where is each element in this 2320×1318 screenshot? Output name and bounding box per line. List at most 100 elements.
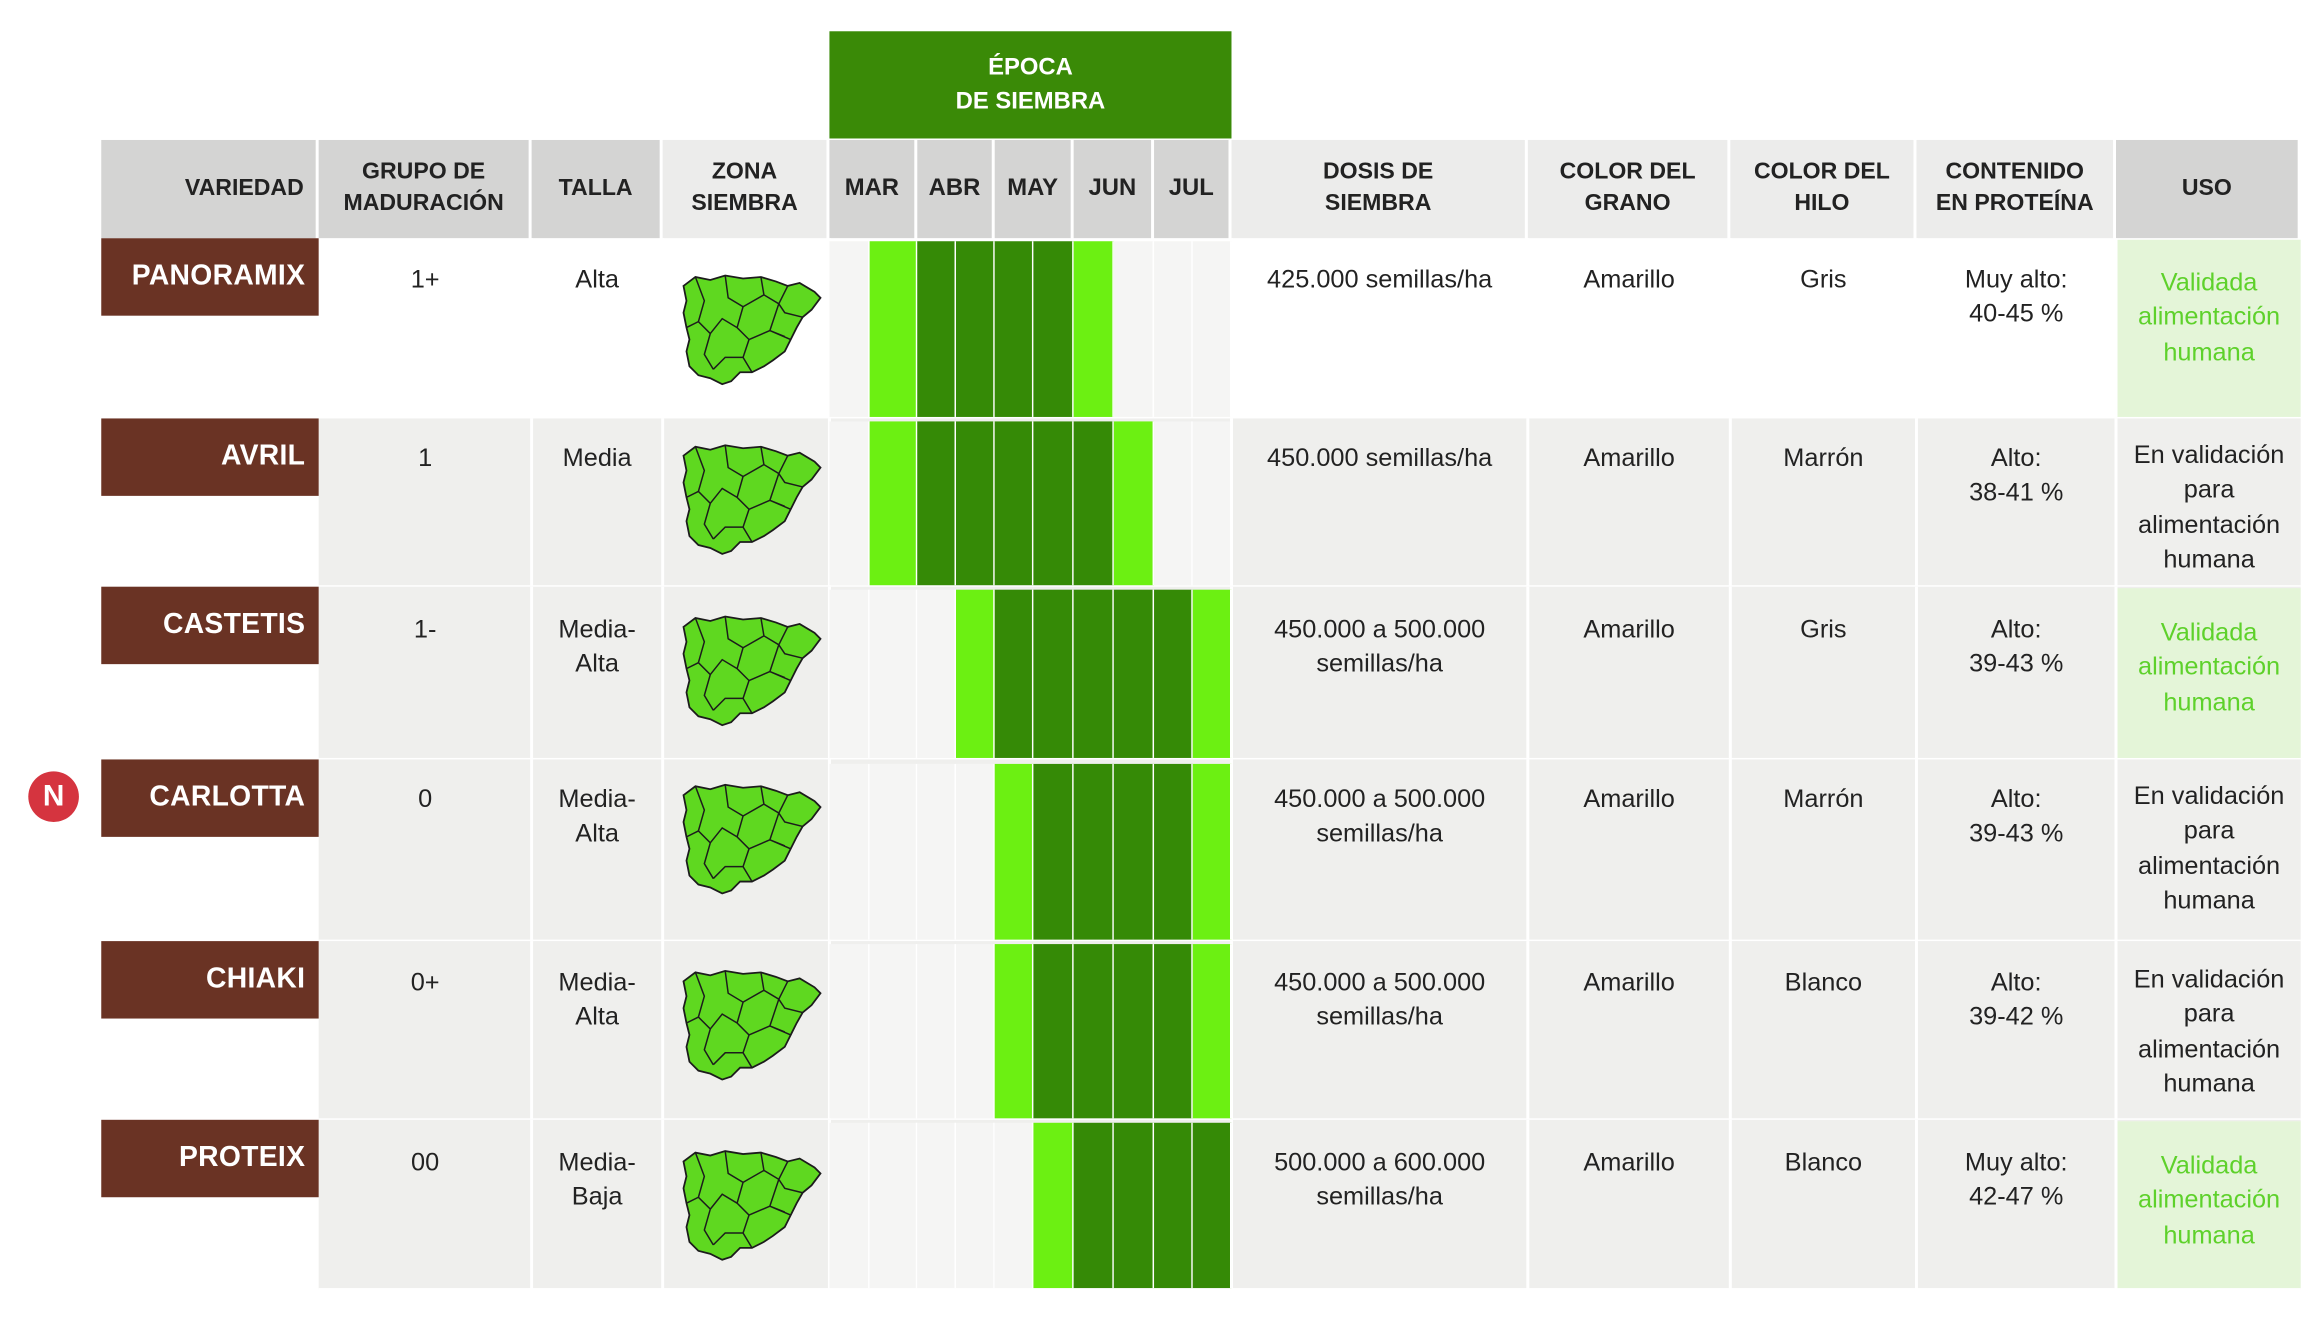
column-divider	[661, 238, 665, 419]
sowing-period-cell	[1033, 763, 1074, 940]
dosis-value: 450.000 a 500.000 semillas/ha	[1274, 614, 1486, 679]
sowing-period-cell	[917, 1122, 957, 1289]
column-divider	[1728, 941, 1732, 1120]
sowing-period-cell	[1192, 589, 1232, 758]
month-header-4: JUL	[1154, 139, 1229, 239]
column-divider	[530, 418, 534, 587]
sowing-period-cell	[1154, 763, 1193, 940]
sowing-period-cell	[956, 241, 995, 417]
column-divider	[1526, 941, 1530, 1120]
sowing-period-cell	[869, 589, 918, 758]
column-divider	[530, 586, 534, 760]
column-divider	[1728, 1119, 1732, 1290]
sowing-period-cell	[1154, 421, 1193, 586]
sowing-period-cell	[1073, 421, 1114, 586]
sowing-period-cell	[917, 589, 957, 758]
spain-map-icon	[678, 777, 824, 899]
sowing-period-cell	[917, 241, 957, 417]
grupo-maduracion: 1+	[410, 265, 440, 294]
sowing-period-cell	[994, 241, 1034, 417]
column-divider	[661, 1119, 665, 1290]
column-divider	[1526, 418, 1530, 587]
table-row	[318, 586, 2301, 760]
column-divider	[530, 238, 534, 419]
grupo-maduracion: 0	[418, 784, 433, 814]
sowing-period-cell	[1033, 1122, 1074, 1289]
column-divider	[1526, 586, 1530, 760]
sowing-period-cell	[1192, 1122, 1232, 1289]
sowing-period-cell	[1033, 944, 1074, 1119]
sowing-period-cell	[1073, 241, 1114, 417]
spain-map-icon	[678, 963, 824, 1085]
epoca-siembra-header: ÉPOCA DE SIEMBRA	[829, 31, 1232, 139]
column-divider	[1526, 759, 1530, 942]
table-row	[318, 941, 2301, 1120]
column-divider	[2114, 238, 2118, 419]
uso-cell	[2117, 588, 2301, 758]
column-divider	[530, 1119, 534, 1290]
column-divider	[827, 941, 831, 1120]
spain-map-icon	[678, 438, 824, 560]
variety-name: PROTEIX	[101, 1119, 319, 1198]
row-divider	[318, 1118, 2301, 1122]
column-divider	[1914, 1119, 1918, 1290]
column-divider	[1914, 941, 1918, 1120]
sowing-period-cell	[1033, 421, 1074, 586]
column-divider	[661, 418, 665, 587]
uso-value: Validada alimentación humana	[2137, 268, 2281, 367]
talla-value: Media- Alta	[558, 967, 636, 1032]
proteina-value: Muy alto: 42-47 %	[1964, 1148, 2068, 1212]
column-divider	[1728, 586, 1732, 760]
column-divider	[2114, 941, 2118, 1120]
color-hilo-value: Blanco	[1784, 967, 1863, 997]
month-header-0: MAR	[829, 139, 915, 239]
sowing-period-cell	[1073, 1122, 1114, 1289]
column-divider	[827, 418, 831, 587]
table-row	[318, 418, 2301, 587]
sowing-period-cell	[956, 421, 995, 586]
sowing-period-cell	[956, 589, 995, 758]
grupo-maduracion-header: GRUPO DE MADURACIÓN	[318, 139, 529, 239]
column-divider	[1914, 759, 1918, 942]
table-row	[318, 238, 2301, 419]
color-grano-value: Amarillo	[1583, 1148, 1675, 1177]
column-divider	[2114, 1119, 2118, 1290]
sowing-period-cell	[1073, 763, 1114, 940]
proteina-value: Alto: 39-43 %	[1969, 784, 2064, 848]
talla-value: Media- Alta	[558, 784, 636, 848]
sowing-period-cell	[917, 421, 957, 586]
proteina-value: Alto: 38-41 %	[1969, 443, 2064, 507]
column-divider	[2114, 418, 2118, 587]
proteina-value: Muy alto: 40-45 %	[1964, 265, 2068, 329]
variety-name: AVRIL	[101, 418, 319, 496]
sowing-period-cell	[1154, 589, 1193, 758]
column-divider	[2114, 586, 2118, 760]
sowing-period-cell	[1154, 944, 1193, 1119]
sowing-period-cell	[869, 421, 918, 586]
color-grano-value: Amarillo	[1583, 443, 1675, 473]
sowing-period-cell	[917, 944, 957, 1119]
month-header-2: MAY	[994, 139, 1071, 239]
color-hilo-value: Marrón	[1783, 784, 1864, 814]
column-divider	[530, 941, 534, 1120]
uso-value: Validada alimentación humana	[2137, 1151, 2281, 1250]
column-divider	[661, 941, 665, 1120]
sowing-period-cell	[956, 1122, 995, 1289]
sowing-period-cell	[1192, 944, 1232, 1119]
uso-cell	[2117, 1121, 2301, 1289]
table-row	[318, 1119, 2301, 1290]
sowing-period-cell	[1192, 763, 1232, 940]
dosis-value: 425.000 semillas/ha	[1267, 265, 1493, 294]
sowing-period-cell	[1113, 589, 1155, 758]
uso-value: En validación para alimentación humana	[2133, 781, 2285, 915]
column-divider	[1728, 759, 1732, 942]
color-hilo-value: Blanco	[1784, 1148, 1863, 1177]
column-divider	[661, 759, 665, 942]
sowing-period-cell	[1113, 421, 1155, 586]
sowing-period-cell	[1154, 1122, 1193, 1289]
spain-map-icon	[678, 268, 824, 390]
grupo-maduracion: 1-	[413, 614, 437, 644]
column-divider	[827, 238, 831, 419]
sowing-period-cell	[917, 763, 957, 940]
